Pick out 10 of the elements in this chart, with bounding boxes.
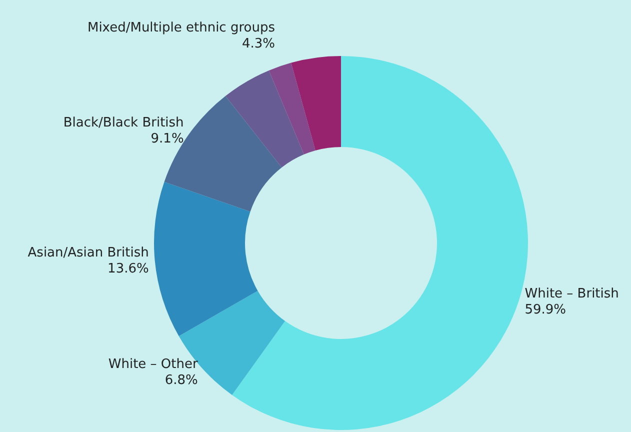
data-label: 4.3%: [242, 36, 276, 52]
slice-label: White – British: [524, 286, 619, 302]
slice-label: White – Other: [108, 356, 198, 372]
data-label: 59.9%: [524, 302, 566, 318]
data-label: 6.8%: [164, 372, 198, 388]
slice-label: Black/Black British: [63, 116, 184, 131]
data-label: 13.6%: [108, 262, 149, 277]
slice-label: Asian/Asian British: [28, 246, 149, 261]
data-label: 9.1%: [150, 132, 184, 147]
slice-label: Mixed/Multiple ethnic groups: [87, 20, 276, 36]
